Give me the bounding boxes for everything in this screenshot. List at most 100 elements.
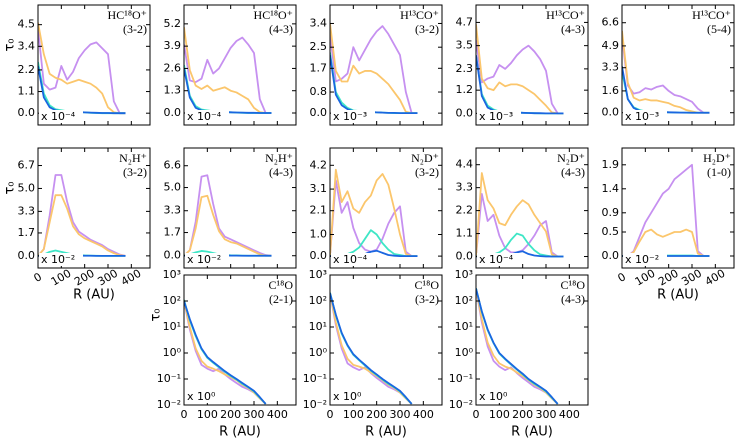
y-tick-label: 5.0 — [18, 181, 36, 194]
y-tick-label: 3.3 — [602, 61, 620, 74]
annotation-bg — [477, 390, 521, 403]
x-tick-label: 200 — [220, 408, 241, 421]
y-tick-label: 10² — [163, 294, 181, 307]
plot-frame — [183, 274, 297, 406]
data-line — [476, 39, 564, 115]
panel-subtitle: (3-2) — [123, 22, 147, 36]
y-tick-label: 0.9 — [602, 206, 620, 219]
data-line — [184, 300, 267, 405]
panel: 0.0 1.6 3.3 4.9 6.6 H¹³CO⁺(5-4) x 10⁻³ — [602, 4, 735, 126]
x-tick-label: 100 — [197, 408, 218, 421]
y-tick-label: 2.6 — [164, 61, 182, 74]
plot-frame — [621, 4, 735, 126]
annotation-bg — [185, 253, 229, 266]
y-tick-label: 3.9 — [164, 39, 182, 52]
plot-frame — [475, 4, 589, 126]
data-line — [330, 179, 418, 258]
data-line — [330, 168, 418, 258]
y-tick-label: 0.0 — [310, 249, 328, 262]
data-line — [476, 55, 564, 115]
panel: 0.0 1.0 2.1 3.1 4.2 N₂D⁺(3-2) x 10⁻⁴ — [310, 147, 443, 269]
y-tick-label: 0.0 — [310, 106, 328, 119]
data-line — [622, 163, 710, 257]
panel-title: C¹⁸O — [561, 278, 586, 292]
scale-annotation: x 10⁻⁴ — [41, 110, 76, 123]
scale-annotation: x 10⁰ — [187, 390, 216, 403]
scale-annotation: x 10⁻² — [41, 253, 75, 266]
y-tick-label: 0.0 — [18, 106, 36, 119]
panel: 0.0 1.3 2.6 3.9 5.2 HC¹⁸O⁺(4-3) x 10⁻⁴ — [164, 4, 297, 126]
y-tick-label: 10¹ — [455, 320, 473, 333]
y-tick-label: 6.7 — [18, 159, 36, 172]
x-tick-label: 300 — [679, 267, 704, 289]
y-tick-label: 10⁰ — [455, 346, 474, 359]
y-tick-label: 2.1 — [310, 204, 328, 217]
y-tick-label: 10⁻² — [157, 398, 181, 411]
x-tick-label: 400 — [559, 408, 580, 421]
y-tick-label: 0.0 — [602, 106, 620, 119]
y-tick-label: 3.3 — [164, 204, 182, 217]
y-tick-label: 1.6 — [602, 84, 620, 97]
panel-title: H¹³CO⁺ — [546, 8, 585, 22]
scale-annotation: x 10⁰ — [479, 390, 508, 403]
annotation-bg — [185, 390, 229, 403]
scale-annotation: x 10⁰ — [333, 390, 362, 403]
scale-annotation: x 10⁻⁴ — [187, 110, 222, 123]
panel: 0.0 1.2 2.3 3.5 4.7 H¹³CO⁺(4-3) x 10⁻³ — [456, 4, 589, 126]
data-line — [476, 55, 564, 115]
panel: 0.0 1.7 3.3 5.0 6.6 N₂H⁺(4-3) x 10⁻² — [164, 147, 297, 269]
y-tick-label: 0.0 — [456, 250, 474, 263]
data-line — [38, 28, 126, 115]
data-line — [38, 22, 126, 115]
x-tick-label: 100 — [633, 267, 658, 289]
annotation-bg — [331, 110, 375, 123]
plot-frame — [475, 147, 589, 269]
y-tick-label: 0.0 — [164, 106, 182, 119]
y-tick-label: 1.2 — [456, 83, 474, 96]
x-tick-label: 400 — [119, 267, 144, 289]
y-tick-label: 3.4 — [310, 16, 328, 29]
data-line — [622, 36, 710, 114]
y-tick-label: 0.0 — [164, 249, 182, 262]
panel-title: N₂H⁺ — [119, 151, 147, 165]
panel: 0.0 0.8 1.7 2.5 3.4 H¹³CO⁺(3-2) x 10⁻³ — [310, 4, 443, 126]
scale-annotation: x 10⁻³ — [333, 110, 367, 123]
panel-title: N₂H⁺ — [265, 151, 293, 165]
x-tick-label: 200 — [72, 267, 97, 289]
y-tick-label: 2.5 — [310, 40, 328, 53]
panel: 0.0 1.1 2.2 3.3 4.4 N₂D⁺(4-3) x 10⁻⁴ — [456, 147, 589, 269]
y-tick-label: 5.2 — [164, 17, 182, 30]
y-tick-label: 4.9 — [602, 39, 620, 52]
panel-subtitle: (5-4) — [707, 22, 731, 36]
panel-title: HC¹⁸O⁺ — [254, 8, 293, 22]
panel-title: C¹⁸O — [269, 278, 294, 292]
y-tick-label: 1.7 — [164, 226, 182, 239]
x-tick-label: 200 — [366, 408, 387, 421]
scale-annotation: x 10⁻³ — [479, 110, 513, 123]
y-tick-label: 10⁻¹ — [449, 372, 473, 385]
y-tick-label: 2.3 — [456, 62, 474, 75]
annotation-bg — [331, 390, 375, 403]
y-tick-label: 4.2 — [310, 158, 328, 171]
y-tick-label: 0.0 — [18, 249, 36, 262]
scale-annotation: x 10⁻⁴ — [333, 253, 368, 266]
y-tick-label: 1.7 — [310, 61, 328, 74]
data-line — [184, 174, 272, 257]
plot-frame — [475, 274, 589, 406]
y-tick-label: 3.5 — [456, 39, 474, 52]
data-line — [330, 23, 418, 115]
y-tick-label: 0.0 — [456, 106, 474, 119]
y-tick-label: 0.0 — [602, 249, 620, 262]
panel-title: N₂D⁺ — [557, 151, 585, 165]
x-tick-label: 0 — [615, 270, 628, 285]
panel-title: H¹³CO⁺ — [692, 8, 731, 22]
plot-frame — [183, 4, 297, 126]
data-line — [184, 36, 272, 114]
x-tick-label: 100 — [343, 408, 364, 421]
y-tick-label: 10⁻¹ — [157, 372, 181, 385]
data-line — [330, 292, 413, 405]
y-tick-label: 6.6 — [602, 16, 620, 29]
